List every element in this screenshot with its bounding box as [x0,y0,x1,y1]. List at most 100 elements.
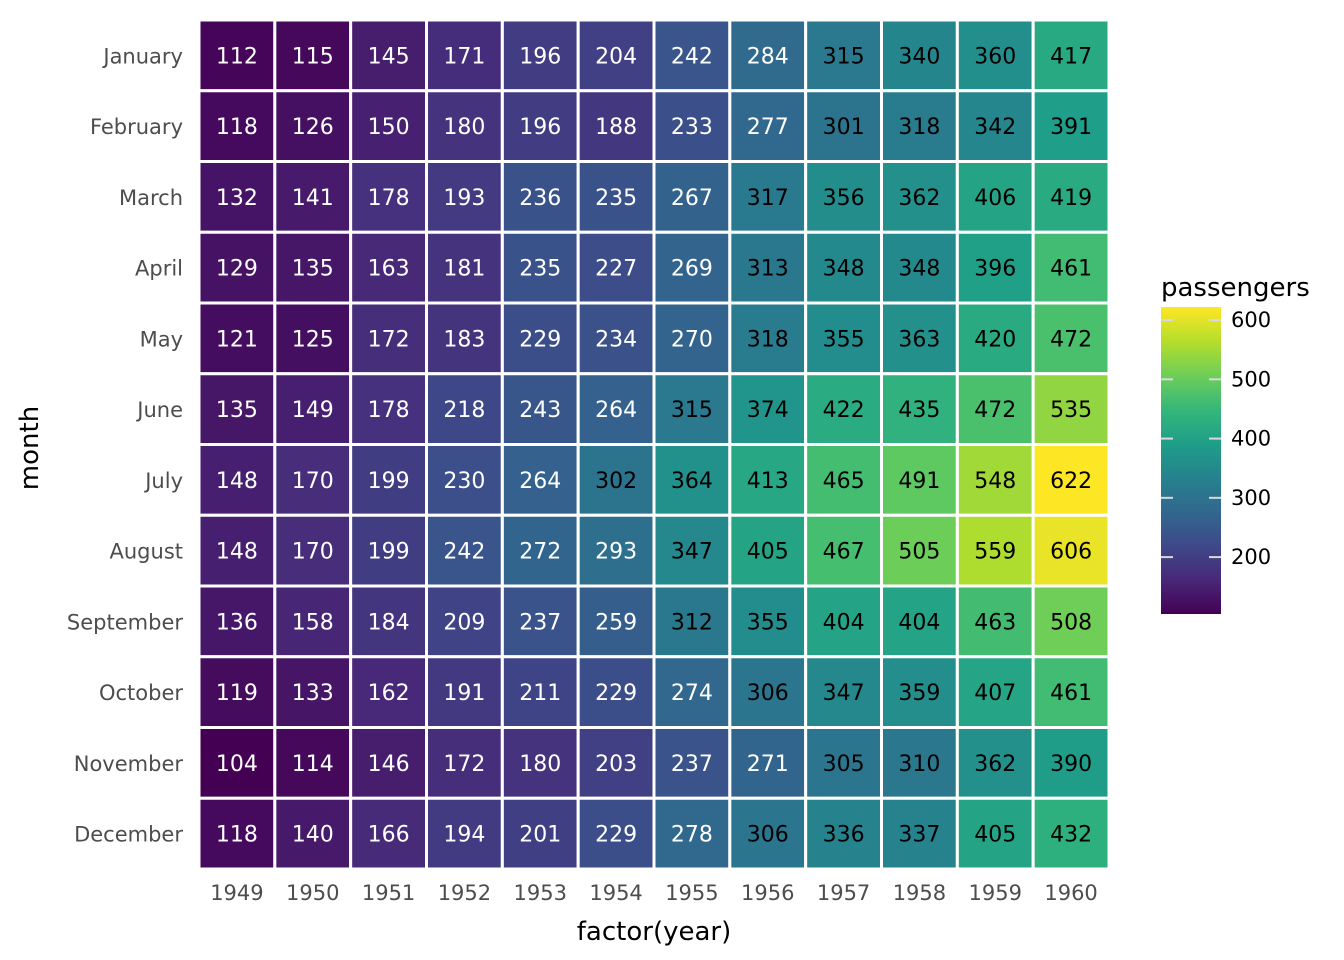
heatmap-cell-label: 463 [974,610,1016,635]
heatmap-cell-july-1953 [500,443,580,517]
heatmap-cell-july-1957 [804,443,884,517]
heatmap-cell-label: 242 [671,44,713,69]
heatmap-cell-label: 362 [898,186,940,211]
heatmap-cell-label: 191 [443,681,485,706]
heatmap-cell-label: 364 [671,469,713,494]
heatmap-cell-july-1951 [349,443,428,517]
heatmap-cell-label: 622 [1050,469,1092,494]
heatmap-cell-label: 548 [974,469,1016,494]
heatmap-cell-label: 284 [747,44,789,69]
heatmap-cell-label: 118 [216,115,258,140]
heatmap-cell-february-1950 [273,89,353,163]
heatmap-cell-november-1954 [576,726,656,800]
heatmap-cell-march-1953 [500,160,580,234]
heatmap-cell-december-1954 [576,796,656,871]
heatmap-cell-label: 391 [1050,115,1092,140]
legend-title: passengers [1161,273,1310,303]
heatmap-cell-label: 180 [519,752,561,777]
heatmap-cell-august-1953 [500,513,580,588]
heatmap-cell-label: 340 [898,44,940,69]
x-axis-tick-labels: 1949 1950 1951 1952 1953 1954 1955 1956 1957 1958… [210,881,1098,905]
x-tick-label-1949: 1949 [210,881,263,905]
heatmap-cell-january-1954 [576,18,656,93]
legend-tick-label-500: 500 [1231,367,1271,391]
heatmap-cell-june-1960 [1031,372,1111,446]
heatmap-cell-label: 234 [595,327,637,352]
heatmap-cell-label: 243 [519,398,561,423]
heatmap-cell-label: 188 [595,115,637,140]
heatmap-cell-label: 140 [292,823,334,848]
heatmap-cell-label: 306 [747,681,789,706]
heatmap-cell-label: 180 [443,115,485,140]
heatmap-cell-january-1958 [880,18,959,93]
heatmap-cell-october-1955 [652,655,732,729]
heatmap-cell-label: 406 [974,186,1016,211]
heatmap-cell-label: 277 [747,115,789,140]
heatmap-cell-label: 272 [519,540,561,565]
heatmap-cell-label: 259 [595,610,637,635]
x-tick-label-1952: 1952 [438,881,491,905]
heatmap-cell-label: 150 [368,115,410,140]
legend-tick-label-400: 400 [1231,427,1271,451]
heatmap-cell-december-1959 [955,796,1035,871]
heatmap-cell-march-1955 [652,160,732,234]
heatmap-cell-label: 274 [671,681,713,706]
heatmap-cell-label: 348 [823,257,865,282]
heatmap-cell-label: 172 [443,752,485,777]
heatmap-cell-label: 204 [595,44,637,69]
heatmap-cell-label: 158 [292,610,334,635]
heatmap-cell-label: 145 [368,44,410,69]
heatmap-cell-september-1951 [349,584,428,659]
heatmap-cell-december-1950 [273,796,353,871]
heatmap-cell-label: 359 [898,681,940,706]
heatmap-cell-label: 104 [216,752,258,777]
heatmap-cell-february-1955 [652,89,732,163]
heatmap-cell-label: 125 [292,327,334,352]
y-tick-label-august: August [110,540,184,564]
heatmap-cell-label: 461 [1050,681,1092,706]
heatmap-cell-november-1955 [652,726,732,800]
heatmap-cell-july-1954 [576,443,656,517]
heatmap-cell-label: 278 [671,823,713,848]
heatmap-cells [197,18,1111,871]
heatmap-cell-label: 201 [519,823,561,848]
heatmap-cell-february-1960 [1031,89,1111,163]
heatmap-cell-label: 306 [747,823,789,848]
heatmap-cell-label: 112 [216,44,258,69]
heatmap-cell-label: 209 [443,610,485,635]
heatmap-cell-february-1956 [728,89,808,163]
heatmap-cell-march-1951 [349,160,428,234]
heatmap-cell-label: 194 [443,823,485,848]
heatmap-cell-september-1960 [1031,584,1111,659]
heatmap-cell-label: 196 [519,115,561,140]
heatmap-cell-label: 472 [1050,327,1092,352]
heatmap-cell-label: 264 [595,398,637,423]
heatmap-cell-label: 163 [368,257,410,282]
heatmap-cell-april-1958 [880,230,959,305]
y-tick-label-february: February [90,115,183,139]
heatmap-cell-label: 135 [216,398,258,423]
heatmap-cell-label: 355 [823,327,865,352]
heatmap-cell-may-1951 [349,301,428,376]
heatmap-cell-february-1958 [880,89,959,163]
heatmap-cell-may-1953 [500,301,580,376]
heatmap-cell-label: 347 [671,540,713,565]
heatmap-cell-august-1951 [349,513,428,588]
x-tick-label-1956: 1956 [741,881,794,905]
heatmap-cell-label: 148 [216,469,258,494]
heatmap-cell-august-1955 [652,513,732,588]
heatmap-cell-label: 293 [595,540,637,565]
x-tick-label-1951: 1951 [362,881,415,905]
legend-tick-label-200: 200 [1231,545,1271,569]
heatmap-cell-label: 133 [292,681,334,706]
heatmap-cell-june-1954 [576,372,656,446]
heatmap-cell-june-1952 [425,372,504,446]
heatmap-cell-label: 114 [292,752,334,777]
heatmap-cell-label: 211 [519,681,561,706]
heatmap-cell-label: 347 [823,681,865,706]
heatmap-cell-february-1953 [500,89,580,163]
heatmap-cell-label: 312 [671,610,713,635]
heatmap-cell-label: 269 [671,257,713,282]
y-tick-label-september: September [67,610,183,634]
heatmap-cell-label: 405 [974,823,1016,848]
